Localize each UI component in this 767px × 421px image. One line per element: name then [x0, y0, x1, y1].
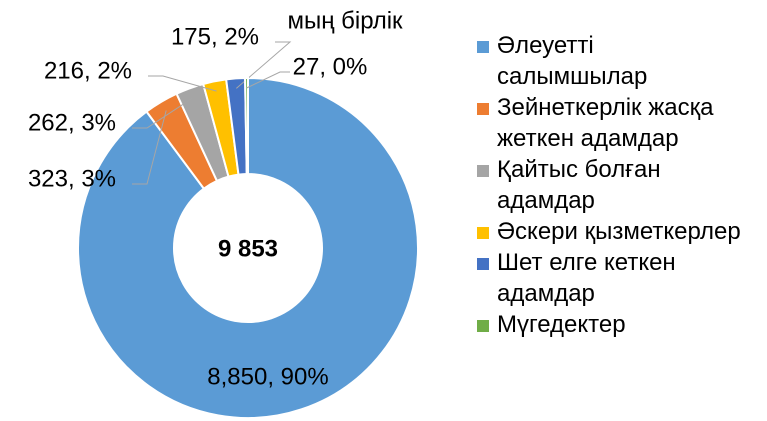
legend-entry: Мүгедектер — [474, 309, 742, 340]
legend-label: Әскери қызметкерлер — [497, 218, 741, 245]
legend-entry: Әскери қызметкерлер — [474, 216, 742, 247]
legend-label: Зейнеткерлік жасқа жеткен адамдар — [497, 94, 714, 152]
slice — [77, 76, 419, 419]
data-label: 262, 3% — [28, 109, 116, 136]
legend-swatch — [477, 258, 489, 270]
legend-label: Мүгедектер — [497, 311, 626, 338]
data-label: 27, 0% — [293, 53, 368, 80]
unit-label: мың бірлік — [287, 7, 403, 34]
leader-line — [148, 75, 217, 92]
data-label: 323, 3% — [28, 165, 116, 192]
legend-entry: Шет елге кеткен адамдар — [474, 247, 742, 309]
legend-swatch — [477, 103, 489, 115]
legend-label: Әлеуетті салымшылар — [497, 32, 648, 90]
legend-entry: Зейнеткерлік жасқа жеткен адамдар — [474, 92, 742, 154]
leader-line — [236, 41, 292, 89]
legend: Әлеуетті салымшылар Зейнеткерлік жасқа же… — [474, 30, 764, 340]
slice — [244, 76, 249, 176]
legend-swatch — [477, 41, 489, 53]
data-label: 216, 2% — [44, 57, 132, 84]
leader-line — [132, 110, 167, 185]
legend-entry: Қайтыс болған адамдар — [474, 154, 742, 216]
leader-line — [246, 71, 290, 89]
legend-entry: Әлеуетті салымшылар — [474, 30, 742, 92]
legend-swatch — [477, 165, 489, 177]
data-label: 8,850, 90% — [207, 363, 328, 390]
center-label: 9 853 — [218, 235, 278, 262]
legend-label: Шет елге кеткен адамдар — [497, 249, 676, 307]
legend-label: Қайтыс болған адамдар — [497, 156, 661, 214]
legend-swatch — [477, 320, 489, 332]
leader-line — [132, 97, 194, 129]
legend-swatch — [477, 227, 489, 239]
data-label: 175, 2% — [171, 23, 259, 50]
